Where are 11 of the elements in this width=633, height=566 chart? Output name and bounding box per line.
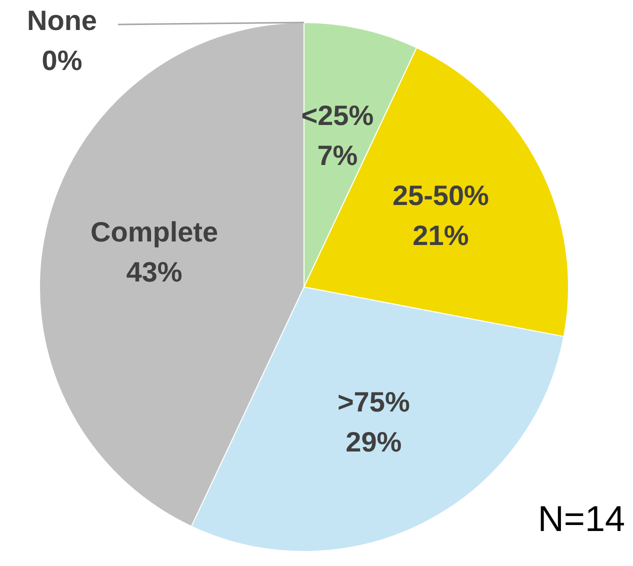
text: N=14	[538, 498, 625, 539]
category-label: None	[27, 5, 97, 36]
data-label: 43%	[126, 256, 182, 288]
data-label: 7%	[317, 140, 358, 172]
slice-label: 25-50%	[392, 180, 490, 212]
slice-label: <25%	[301, 100, 374, 132]
data-label: 21%	[412, 220, 469, 252]
data-label: 29%	[346, 426, 402, 458]
slice-label: >75%	[337, 386, 410, 418]
slice-label: Complete	[90, 216, 218, 248]
text: 0%	[42, 45, 82, 76]
